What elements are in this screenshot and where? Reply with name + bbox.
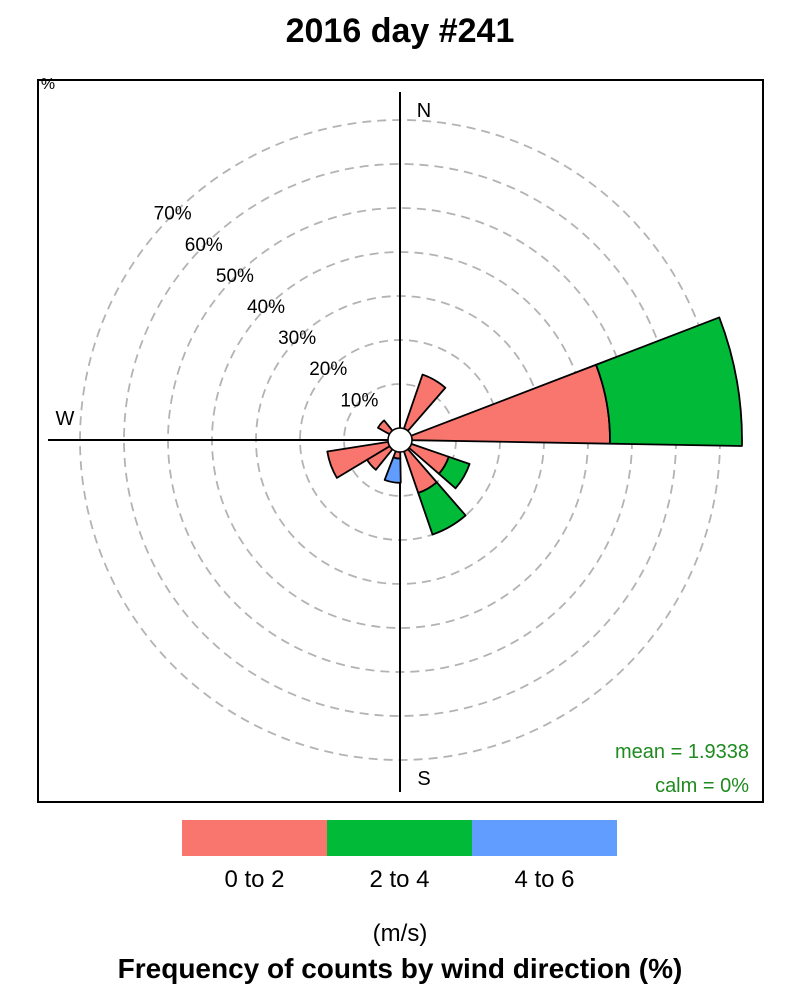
legend-swatch-0	[182, 820, 327, 856]
ring-unit-label: %	[41, 76, 55, 93]
ring-label: 60%	[185, 235, 223, 256]
center-hole	[387, 427, 413, 453]
petal-80-bin-0	[410, 363, 611, 445]
compass-west-label: W	[56, 408, 75, 430]
legend-label-0-to-2: 0 to 2	[224, 866, 285, 893]
chart-labels: N S W % mean = 1.9338 calm = 0%	[41, 76, 749, 797]
ring-label: 10%	[340, 390, 378, 411]
ring-label: 70%	[154, 204, 192, 225]
petal-120-bin-1	[438, 455, 471, 490]
petal-30-bin-0	[403, 373, 447, 432]
wind-petals	[326, 316, 743, 536]
ring-label: 30%	[278, 328, 316, 349]
mean-stat: mean = 1.9338	[615, 741, 749, 763]
chart-title: 2016 day #241	[285, 12, 515, 50]
units-label: (m/s)	[372, 920, 428, 947]
ring-label: 20%	[309, 359, 347, 380]
ring-labels: 10% 20% 30% 40% 50% 60% 70%	[154, 204, 379, 412]
ring-label: 40%	[247, 297, 285, 318]
legend-label-2-to-4: 2 to 4	[369, 866, 430, 893]
petal-80-bin-1	[595, 316, 743, 447]
legend-swatch-1	[327, 820, 472, 856]
compass-axes	[48, 92, 412, 792]
compass-north-label: N	[417, 100, 431, 122]
chart-footer: Frequency of counts by wind direction (%…	[117, 953, 683, 984]
plot-frame	[37, 79, 764, 803]
legend-label-4-to-6: 4 to 6	[514, 866, 575, 893]
compass-south-label: S	[417, 768, 430, 790]
petal-190-bin-2	[383, 456, 402, 484]
speed-legend	[182, 820, 617, 856]
petal-150-bin-1	[417, 481, 467, 536]
calm-stat: calm = 0%	[655, 775, 749, 797]
legend-swatch-2	[472, 820, 617, 856]
ring-label: 50%	[216, 266, 254, 287]
